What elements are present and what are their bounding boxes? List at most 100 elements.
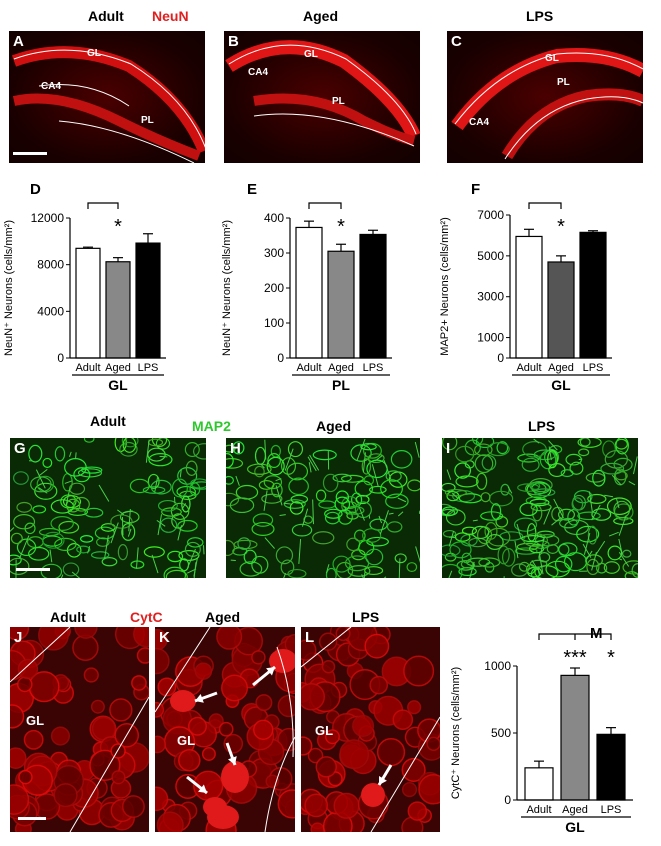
cell-body — [89, 749, 121, 782]
layer-boundary — [264, 736, 295, 832]
cytc-texture-k — [155, 627, 295, 832]
cell-outline — [286, 462, 309, 481]
cell-outline — [83, 438, 95, 443]
cell-outline — [73, 467, 91, 483]
chart-f: 0 1000 3000 5000 7000 MAP2+ Neurons (cells/mm… — [439, 202, 612, 393]
cell-body — [155, 701, 165, 718]
cell-outline — [54, 446, 66, 462]
bright-cell — [221, 761, 249, 793]
cell-outline — [547, 449, 558, 469]
y-tick-label: 0 — [504, 793, 511, 807]
category-label: Aged — [105, 362, 131, 374]
cell-outline — [521, 457, 540, 472]
dendrite — [307, 456, 317, 472]
label-ca4-a: CA4 — [41, 81, 62, 92]
cell-body — [83, 667, 99, 683]
cell-body — [10, 627, 30, 641]
dendrite — [159, 455, 168, 458]
cell-body — [23, 729, 44, 750]
cell-outline — [600, 462, 625, 475]
category-label: Adult — [75, 362, 100, 374]
dendrite — [362, 452, 366, 473]
micrograph-j: J GL — [10, 627, 149, 832]
cell-outline — [80, 535, 94, 543]
cell-body — [339, 739, 370, 770]
cell-outline — [96, 537, 110, 547]
cell-outline — [68, 482, 86, 495]
cell-outline — [65, 498, 81, 513]
cell-outline — [530, 568, 541, 578]
cell-body — [418, 774, 440, 805]
cell-outline — [334, 496, 351, 512]
cell-outline — [229, 497, 255, 514]
cell-body — [251, 650, 266, 665]
cell-outline — [513, 517, 538, 532]
dendrite — [538, 552, 544, 575]
dendrite — [264, 537, 275, 549]
panel-letter-k: K — [159, 629, 170, 646]
dendrite — [177, 525, 183, 541]
header-lps-row4: LPS — [352, 609, 380, 625]
cell-outline — [24, 522, 36, 535]
dendrite — [578, 458, 583, 461]
cell-outline — [471, 525, 490, 540]
dendrite — [415, 546, 420, 563]
dendrite — [264, 439, 267, 460]
dendrite — [619, 558, 623, 561]
cell-outline — [288, 477, 309, 496]
cell-outline — [142, 486, 166, 494]
dendrite — [193, 562, 197, 578]
cell-outline — [155, 438, 171, 450]
label-gl-c: GL — [545, 53, 559, 64]
cell-outline — [442, 563, 463, 578]
dendrite — [298, 539, 302, 564]
scale-bar-g — [16, 568, 50, 571]
cell-outline — [347, 565, 371, 577]
dendrite — [263, 490, 268, 511]
cell-outline — [157, 499, 178, 512]
cell-outline — [631, 563, 638, 578]
cell-outline — [324, 508, 343, 519]
y-tick-label: 1000 — [484, 659, 511, 673]
dendrite — [595, 540, 606, 556]
dendrite — [312, 499, 314, 525]
cell-body — [401, 757, 426, 783]
cell-outline — [32, 505, 47, 514]
cell-outline — [332, 555, 351, 573]
significance-star: * — [114, 216, 122, 238]
cell-outline — [287, 441, 304, 458]
cell-outline — [518, 561, 530, 572]
cell-outline — [500, 483, 510, 496]
dendrite — [38, 487, 48, 494]
cell-outline — [468, 537, 488, 548]
x-group-label: PL — [332, 377, 350, 393]
y-tick-label: 1000 — [477, 331, 504, 345]
cell-outline — [565, 453, 582, 466]
cell-body — [109, 698, 133, 722]
y-tick-label: 7000 — [477, 208, 504, 222]
cell-body — [301, 736, 313, 756]
cell-outline — [50, 515, 74, 531]
y-tick-label: 5000 — [477, 249, 504, 263]
dendrite — [71, 571, 81, 578]
dendrite — [363, 572, 366, 578]
cell-body — [315, 756, 337, 778]
dendrite — [283, 502, 291, 505]
stain-label-map2: MAP2 — [192, 418, 231, 434]
dendrite — [514, 540, 519, 559]
cell-outline — [42, 531, 65, 549]
cytc-texture-j — [10, 627, 149, 832]
bar-adult — [295, 226, 323, 359]
cell-outline — [386, 521, 403, 533]
cell-outline — [592, 469, 606, 487]
cell-outline — [455, 445, 475, 463]
dendrite — [540, 537, 545, 554]
dendrite — [371, 464, 379, 487]
cell-outline — [602, 440, 616, 458]
micrograph-h: H — [226, 438, 420, 578]
cell-outline — [340, 474, 364, 483]
cell-body — [178, 749, 201, 772]
label-gl-k: GL — [177, 733, 196, 748]
cell-outline — [407, 479, 420, 492]
panel-letter-l: L — [305, 629, 315, 646]
